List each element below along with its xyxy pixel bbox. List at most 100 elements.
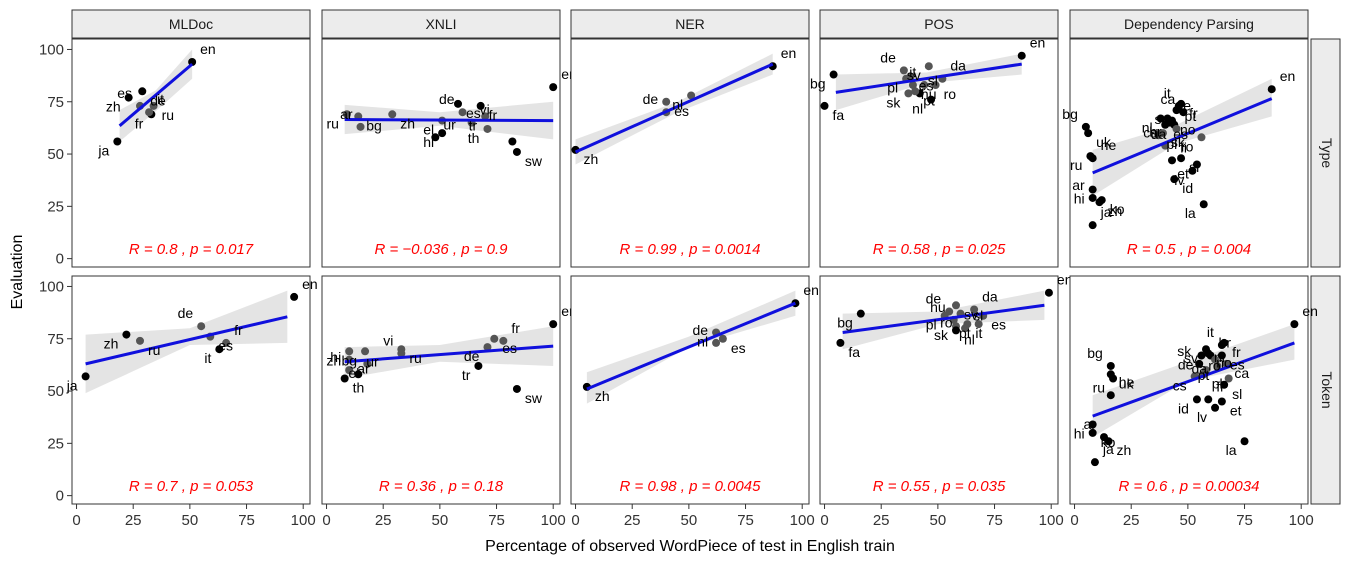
point-label: fi bbox=[1180, 139, 1187, 155]
point-label: nl bbox=[1214, 349, 1225, 365]
correlation-stats: R = 0.36 , p = 0.18 bbox=[379, 478, 504, 495]
point-label: sl bbox=[973, 307, 983, 323]
point-label: ro bbox=[1208, 357, 1221, 373]
data-point bbox=[215, 345, 224, 354]
x-tick-label: 25 bbox=[125, 512, 142, 529]
x-tick-label: 75 bbox=[986, 512, 1003, 529]
correlation-stats: R = 0.6 , p = 0.00034 bbox=[1119, 478, 1260, 495]
data-point bbox=[662, 97, 671, 106]
point-label: cs bbox=[1143, 125, 1157, 141]
point-label: nl bbox=[964, 331, 975, 347]
point-label: id bbox=[1178, 400, 1189, 416]
point-label: ko bbox=[1110, 201, 1125, 217]
data-point bbox=[138, 87, 147, 96]
point-label: sk bbox=[1171, 134, 1186, 150]
point-label: es bbox=[1230, 356, 1245, 372]
facet-strip-label: Type bbox=[1319, 138, 1335, 169]
data-point bbox=[1224, 374, 1233, 383]
data-point bbox=[345, 347, 354, 356]
x-tick-label: 75 bbox=[737, 512, 754, 529]
data-point bbox=[345, 366, 354, 375]
point-label: ro bbox=[1181, 138, 1194, 154]
x-tick-label: 0 bbox=[571, 512, 579, 529]
data-point bbox=[1095, 198, 1104, 207]
data-point bbox=[1211, 355, 1220, 364]
data-point bbox=[1088, 420, 1097, 429]
data-point bbox=[836, 338, 845, 347]
fit-line bbox=[835, 62, 1022, 94]
point-label: da bbox=[982, 288, 998, 304]
x-tick-label: 50 bbox=[432, 512, 449, 529]
point-label: zh bbox=[595, 388, 610, 404]
point-label: es bbox=[1173, 126, 1188, 142]
point-label: es bbox=[731, 340, 746, 356]
point-label: es bbox=[674, 103, 689, 119]
data-point bbox=[1104, 437, 1113, 446]
point-label: nl bbox=[912, 101, 923, 117]
y-tick-label: 100 bbox=[39, 278, 64, 295]
x-tick-label: 100 bbox=[1039, 512, 1064, 529]
point-label: uk bbox=[1096, 134, 1112, 150]
data-point bbox=[1088, 428, 1097, 437]
point-label: ur bbox=[443, 116, 456, 132]
correlation-stats: R = 0.99 , p = 0.0014 bbox=[620, 241, 761, 258]
data-point bbox=[361, 347, 370, 356]
x-tick-label: 0 bbox=[322, 512, 330, 529]
point-label: ja bbox=[1102, 441, 1114, 457]
x-tick-label: 50 bbox=[182, 512, 199, 529]
point-label: no bbox=[1216, 354, 1232, 370]
point-label: en bbox=[1280, 68, 1296, 84]
correlation-stats: R = 0.58 , p = 0.025 bbox=[873, 241, 1006, 258]
data-point bbox=[931, 81, 940, 90]
point-label: ca bbox=[1234, 365, 1249, 381]
point-label: lv bbox=[1174, 172, 1184, 188]
data-point bbox=[1154, 131, 1163, 140]
point-label: ro bbox=[940, 315, 953, 331]
data-point bbox=[970, 305, 979, 314]
data-point bbox=[1197, 351, 1206, 360]
data-point bbox=[1217, 341, 1226, 350]
data-point bbox=[1204, 395, 1213, 404]
point-label: fr bbox=[511, 320, 520, 336]
point-label: hr bbox=[1149, 124, 1162, 140]
confidence-band bbox=[1092, 324, 1295, 438]
point-label: tr bbox=[469, 117, 478, 133]
point-label: fr bbox=[1232, 344, 1241, 360]
point-label: vi bbox=[480, 102, 490, 118]
data-point bbox=[1195, 359, 1204, 368]
data-point bbox=[911, 87, 920, 96]
facet-strip-row bbox=[1310, 275, 1341, 505]
x-tick-label: 75 bbox=[238, 512, 255, 529]
point-label: sk bbox=[886, 94, 901, 110]
data-point bbox=[483, 343, 492, 352]
x-tick-label: 0 bbox=[820, 512, 828, 529]
point-label: hu bbox=[930, 299, 946, 315]
y-tick-label: 0 bbox=[56, 488, 64, 505]
point-label: sv bbox=[1184, 350, 1198, 366]
data-point bbox=[904, 89, 913, 98]
y-tick-label: 50 bbox=[47, 383, 64, 400]
data-point bbox=[476, 101, 485, 110]
fit-line bbox=[586, 301, 796, 391]
point-label: pt bbox=[1185, 108, 1197, 124]
point-label: en bbox=[781, 45, 797, 61]
data-point bbox=[1213, 361, 1222, 370]
correlation-stats: R = −0.036 , p = 0.9 bbox=[374, 241, 508, 258]
point-label: it bbox=[204, 350, 211, 366]
fit-line bbox=[1092, 341, 1295, 418]
panel-frame bbox=[570, 38, 810, 268]
data-point bbox=[124, 93, 133, 102]
data-point bbox=[354, 370, 363, 379]
facet-strip-label: NER bbox=[675, 16, 705, 32]
point-label: pt bbox=[959, 325, 971, 341]
data-point bbox=[1109, 374, 1118, 383]
data-point bbox=[712, 338, 721, 347]
point-label: it bbox=[909, 64, 916, 80]
x-tick-label: 25 bbox=[375, 512, 392, 529]
data-point bbox=[1088, 193, 1097, 202]
point-label: en bbox=[1057, 272, 1073, 288]
